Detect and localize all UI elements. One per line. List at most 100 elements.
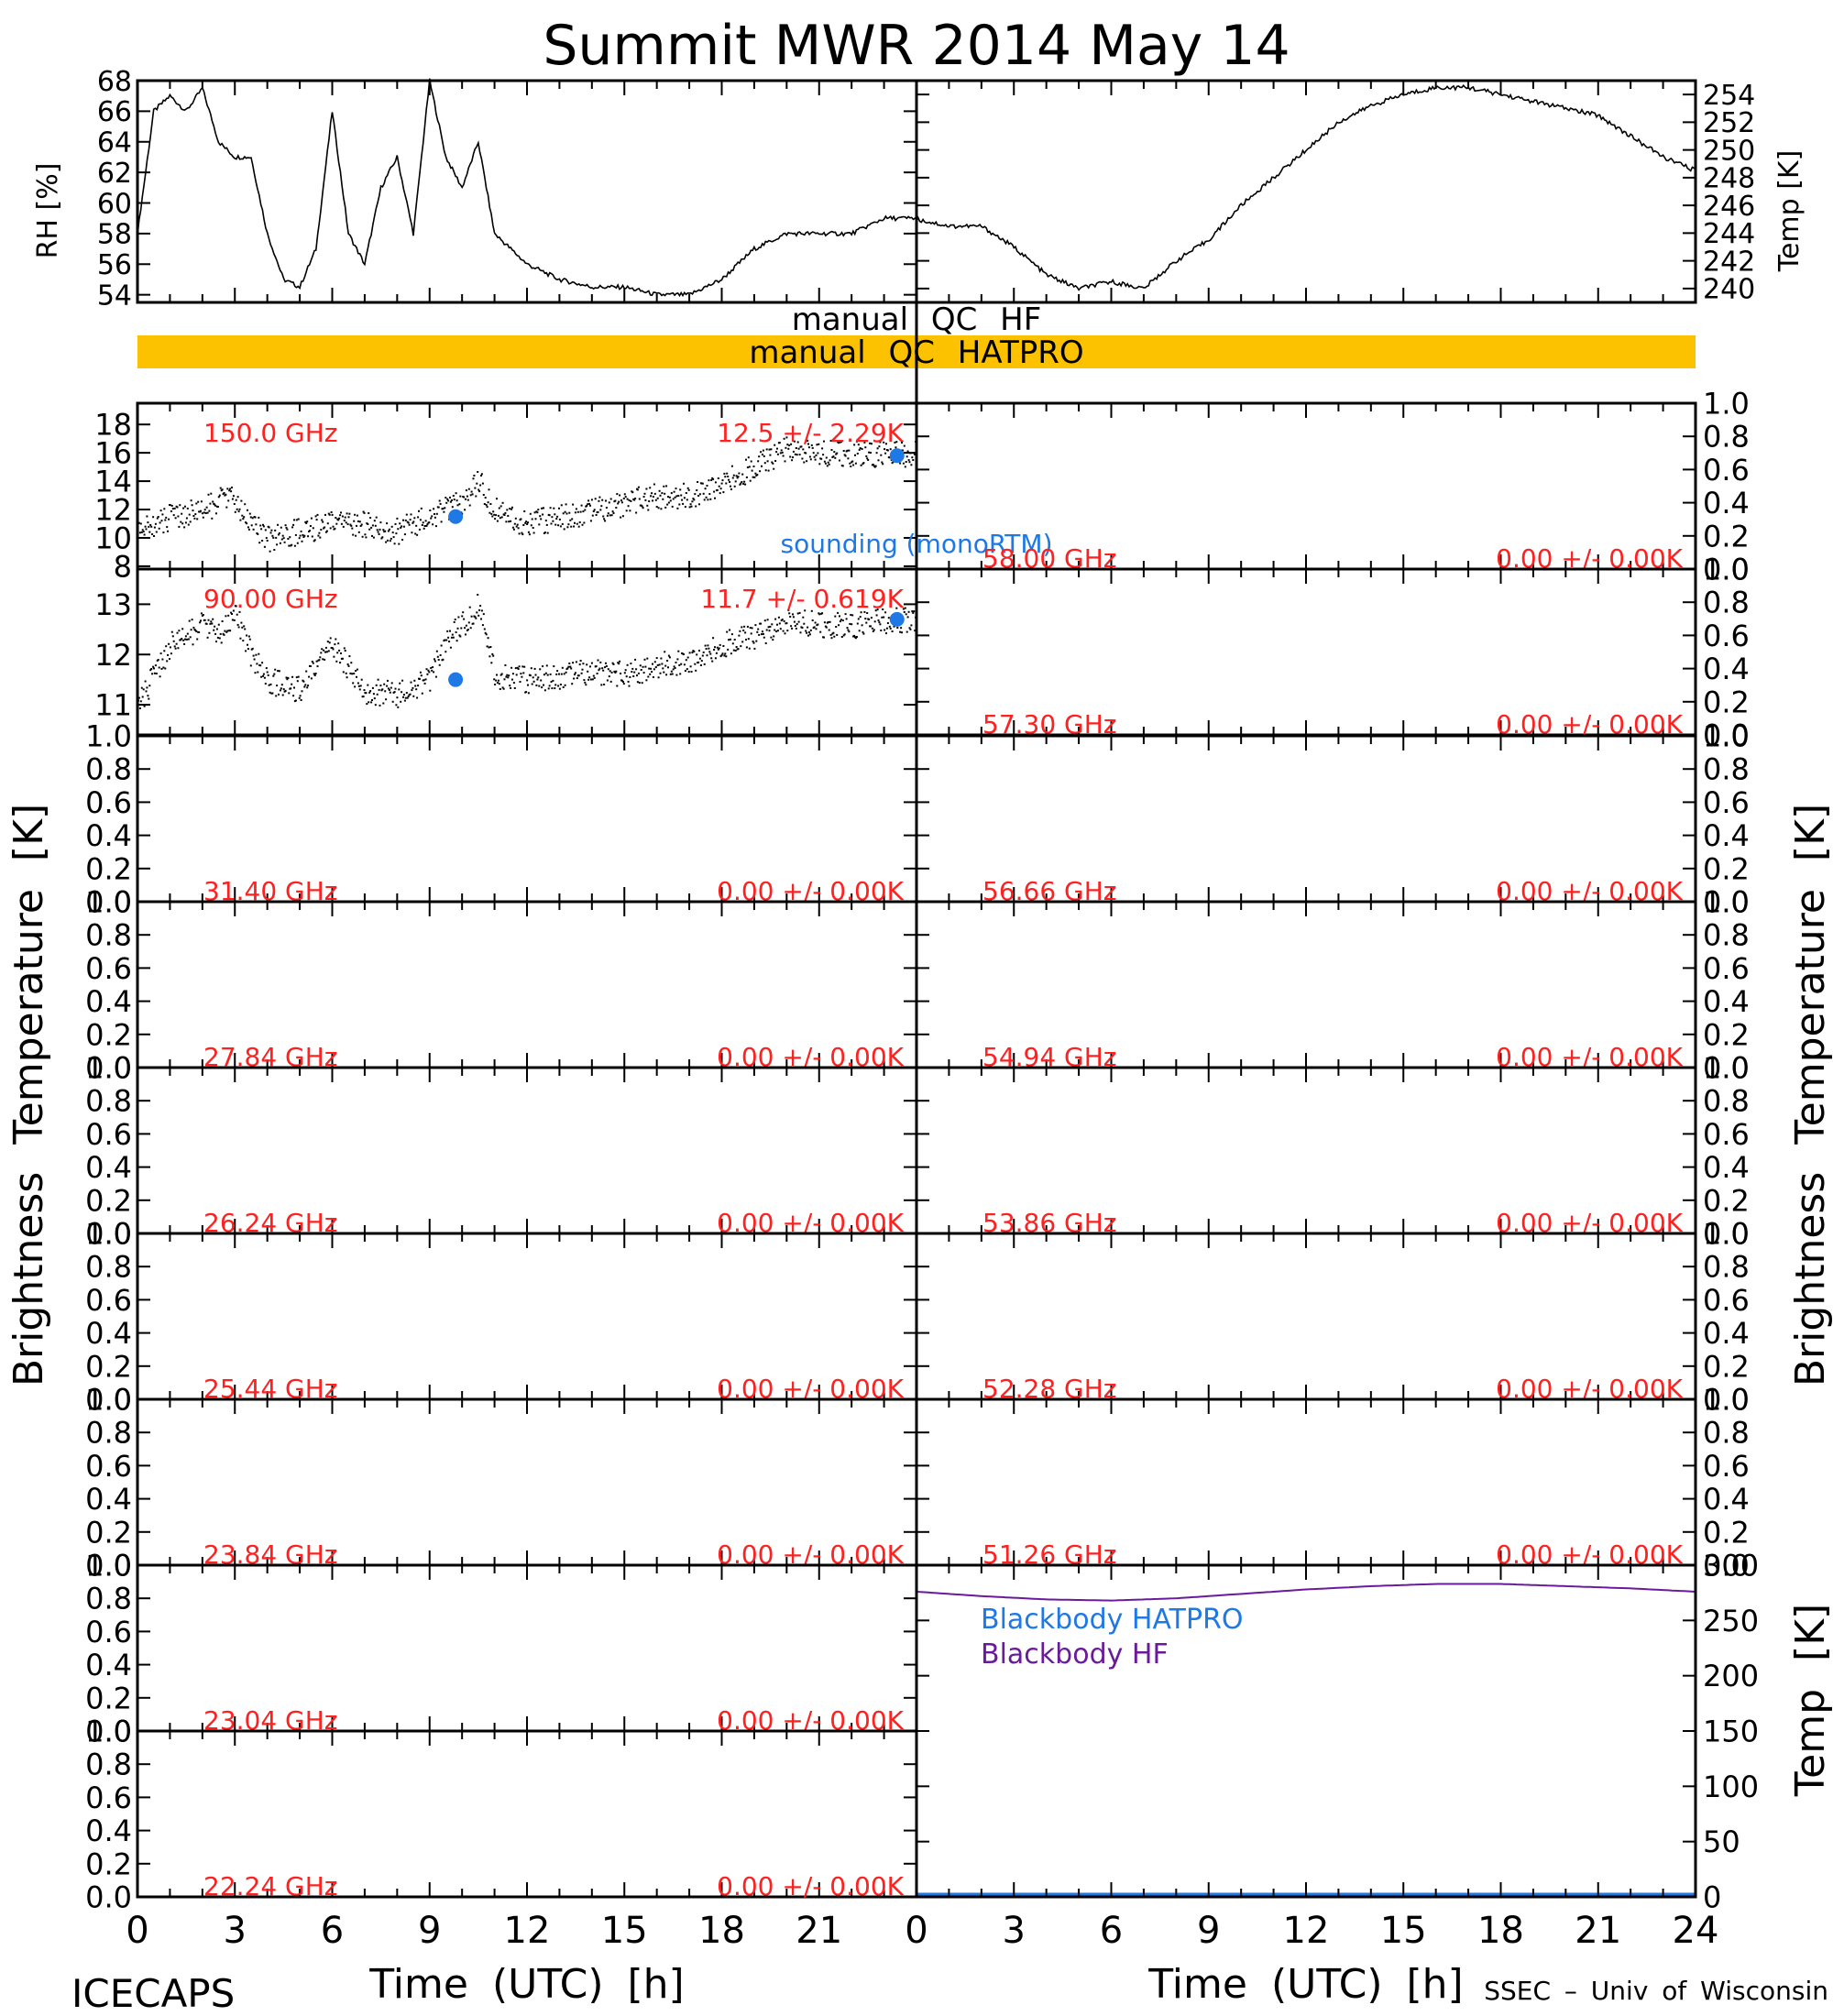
data-point [642, 507, 644, 509]
data-point [548, 514, 551, 517]
data-point [834, 456, 837, 459]
data-point [677, 650, 680, 652]
data-point [454, 619, 456, 620]
data-point [550, 681, 553, 684]
data-point [447, 636, 450, 639]
data-point [646, 504, 649, 507]
data-point [720, 653, 723, 656]
data-point [573, 677, 576, 680]
data-point [886, 449, 889, 452]
data-point [746, 466, 749, 469]
data-point [587, 670, 589, 673]
data-point [444, 639, 446, 641]
data-point [471, 493, 474, 496]
data-point [521, 533, 524, 536]
data-point [823, 460, 826, 463]
data-point [209, 622, 212, 625]
y-tick-label: 0.2 [85, 1349, 132, 1384]
data-point [870, 452, 872, 454]
data-point [252, 654, 255, 657]
data-point [517, 668, 520, 670]
data-point [176, 506, 179, 509]
y-tick-label: 0.8 [85, 1416, 132, 1451]
data-point [723, 472, 726, 475]
data-point [598, 669, 600, 672]
data-point [350, 662, 353, 664]
data-point [712, 477, 715, 480]
x-tick-labels-right: 0 3 6 9 12 15 18 21 24 [905, 1910, 1718, 1952]
data-point [541, 686, 543, 689]
data-point [531, 683, 533, 685]
sounding-point [889, 448, 905, 464]
data-point [675, 488, 677, 490]
data-point [315, 660, 318, 663]
data-point [195, 502, 198, 505]
data-point [698, 650, 700, 652]
data-point [593, 676, 596, 679]
data-point [413, 679, 416, 682]
y-tick-label: 1.0 [1703, 1383, 1750, 1418]
y-tick-label: 0.8 [85, 752, 132, 787]
data-point [840, 441, 842, 443]
data-point [828, 463, 830, 466]
data-point [717, 648, 719, 651]
data-point [687, 488, 690, 491]
data-point [211, 517, 214, 520]
data-point [670, 670, 673, 673]
data-point [875, 614, 878, 617]
data-point [906, 616, 909, 619]
data-point [777, 616, 780, 619]
data-point [666, 660, 669, 662]
data-point [884, 452, 887, 455]
y-tick-label: 244 [1703, 218, 1755, 250]
data-point [807, 631, 810, 633]
data-point [643, 658, 646, 661]
data-point [596, 673, 598, 674]
data-point [776, 453, 779, 455]
data-point [364, 533, 367, 536]
data-point [368, 701, 370, 704]
data-point [789, 455, 792, 458]
f22_24-panel-yticks: 0.00.20.40.60.81.0 [85, 1715, 916, 1915]
data-point [295, 519, 298, 521]
f23_04-panel-yticks: 0.00.20.40.60.81.0 [85, 1549, 916, 1749]
y-tick-label: 66 [97, 96, 132, 128]
data-point [628, 499, 631, 501]
data-point [833, 451, 836, 454]
data-point [440, 644, 443, 647]
data-point [242, 640, 245, 642]
f52_28-panel-yticks: 0.00.20.40.60.81.0 [916, 1217, 1750, 1418]
data-point [833, 635, 836, 638]
data-point [348, 655, 351, 658]
data-point [854, 454, 856, 456]
y-tick-label: 240 [1703, 274, 1755, 306]
data-point [503, 678, 506, 681]
y-tick-label: 1.0 [85, 1383, 132, 1418]
data-point [427, 669, 430, 672]
data-point [742, 630, 745, 631]
data-point [492, 654, 495, 657]
data-point [841, 619, 844, 622]
data-point [838, 624, 840, 627]
data-point [721, 652, 724, 655]
y-tick-label: 0.0 [85, 1383, 132, 1418]
data-point [292, 523, 295, 526]
data-point [322, 658, 324, 661]
y-tick-label: 0.8 [1703, 420, 1750, 455]
data-point [431, 669, 434, 672]
data-point [557, 685, 560, 687]
data-point [297, 675, 300, 678]
blackbody-hf-line [916, 1583, 1696, 1602]
data-point [582, 510, 585, 513]
data-point [314, 673, 317, 674]
f22_24-stat-label: 0.00 +/- 0.00K [717, 1871, 904, 1901]
data-point [590, 499, 593, 501]
data-point [445, 497, 447, 499]
data-point [830, 637, 833, 640]
data-point [372, 536, 375, 539]
data-point [292, 695, 295, 697]
data-point [908, 627, 911, 630]
data-point [653, 668, 655, 671]
data-point [630, 663, 632, 665]
data-point [863, 441, 866, 444]
